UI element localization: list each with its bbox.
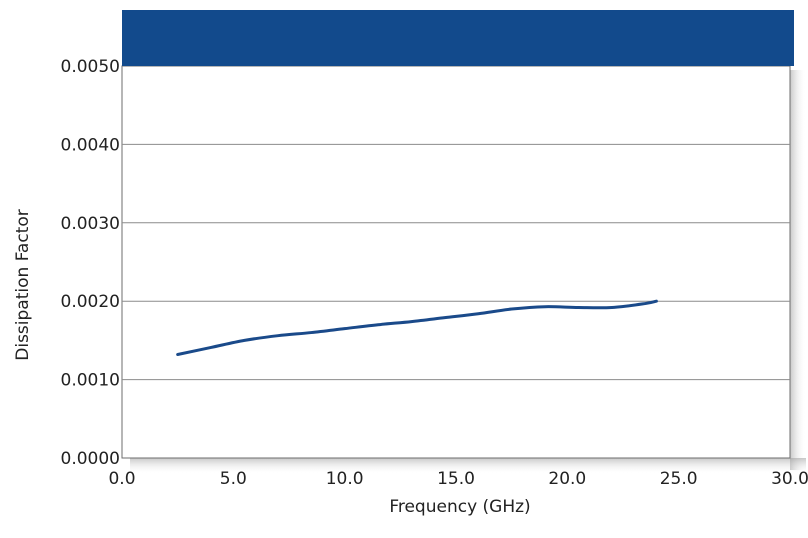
series-layer xyxy=(176,299,658,357)
grid-lines xyxy=(122,143,790,381)
plot-shadow-right xyxy=(790,70,806,470)
y-tick-label: 0.0050 xyxy=(61,57,120,77)
plot-shadow-bottom xyxy=(130,458,806,474)
x-tick-label: 20.0 xyxy=(548,469,586,489)
y-tick-labels: 0.0000 0.0010 0.0020 0.0030 0.0040 0.0050 xyxy=(61,57,120,469)
y-axis-title: Dissipation Factor xyxy=(13,209,33,360)
x-tick-label: 10.0 xyxy=(326,469,364,489)
x-tick-label: 30.0 xyxy=(771,469,808,489)
y-tick-label: 0.0010 xyxy=(61,371,120,391)
x-tick-label: 25.0 xyxy=(660,469,698,489)
y-tick-label: 0.0000 xyxy=(61,449,120,469)
x-tick-label: 5.0 xyxy=(220,469,247,489)
x-tick-label: 15.0 xyxy=(437,469,475,489)
x-axis-title: Frequency (GHz) xyxy=(389,497,530,517)
plot-area xyxy=(121,65,791,459)
x-tick-label: 0.0 xyxy=(108,469,135,489)
y-tick-label: 0.0020 xyxy=(61,292,120,312)
header-band xyxy=(122,10,794,66)
y-tick-label: 0.0040 xyxy=(61,135,120,155)
x-tick-labels: 0.0 5.0 10.0 15.0 20.0 25.0 30.0 xyxy=(108,469,808,489)
y-tick-label: 0.0030 xyxy=(61,214,120,234)
series-line xyxy=(176,299,658,357)
